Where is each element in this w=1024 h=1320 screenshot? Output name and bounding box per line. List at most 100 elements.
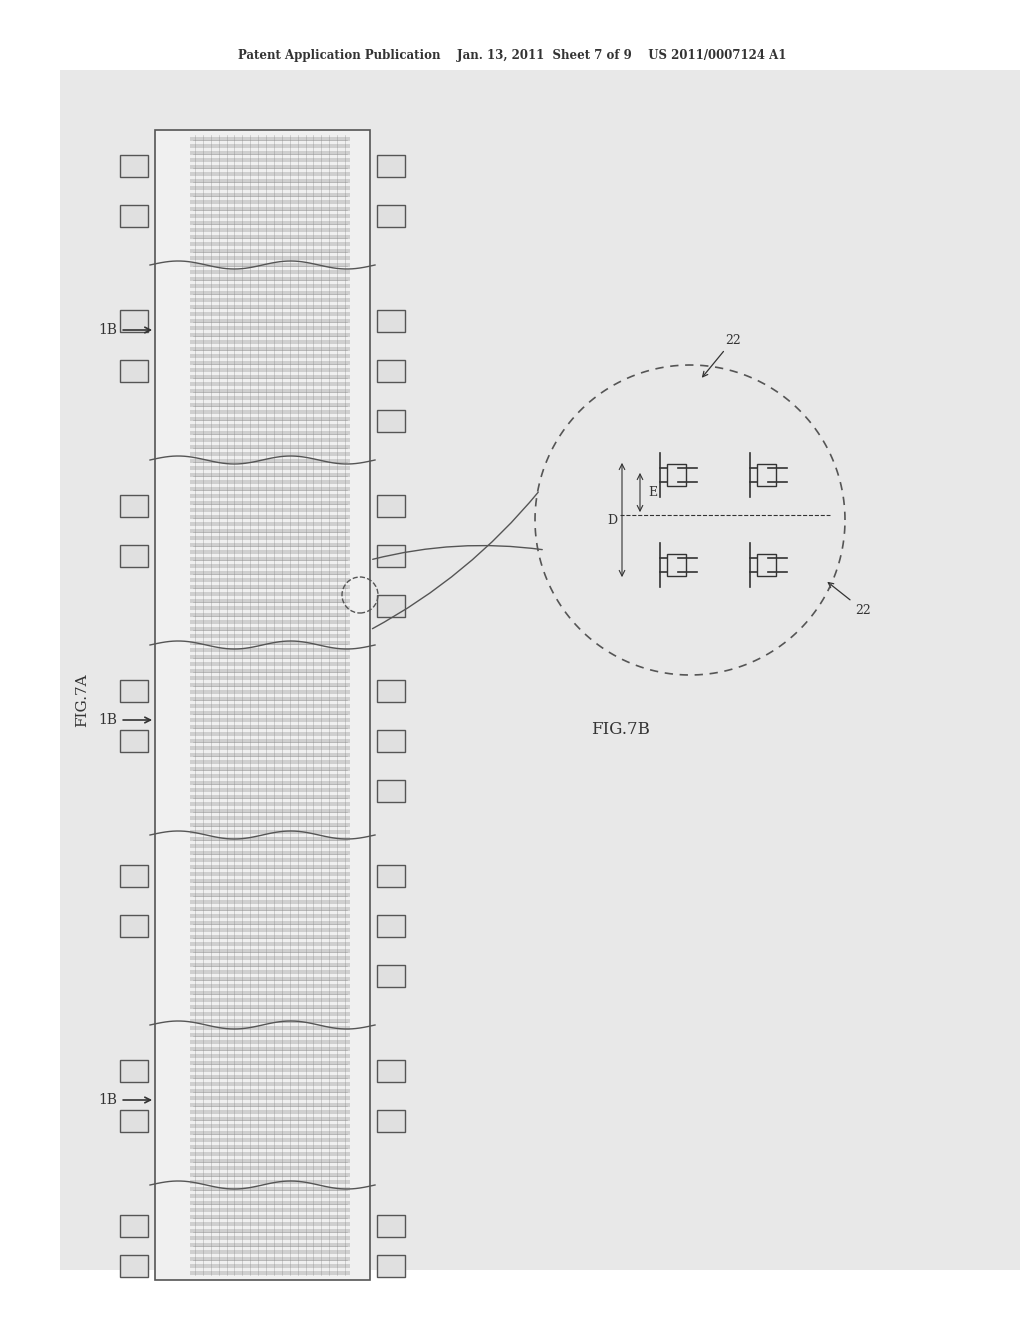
Bar	[190, 242, 350, 246]
Bar	[190, 1250, 350, 1254]
Bar	[190, 543, 350, 546]
Bar	[190, 704, 350, 708]
Bar	[190, 1187, 350, 1191]
Bar	[190, 1026, 350, 1030]
Bar	[190, 676, 350, 680]
Bar	[667, 554, 686, 576]
Bar	[190, 1110, 350, 1114]
Bar	[190, 983, 350, 987]
Bar	[190, 942, 350, 946]
Bar	[190, 432, 350, 436]
Bar	[190, 690, 350, 694]
Bar	[190, 417, 350, 421]
Bar	[190, 389, 350, 393]
Bar	[190, 725, 350, 729]
Bar	[190, 1089, 350, 1093]
Bar	[377, 495, 406, 517]
Bar	[190, 201, 350, 205]
Bar	[190, 606, 350, 610]
Bar	[120, 730, 148, 752]
Bar	[120, 1110, 148, 1133]
Bar	[190, 220, 350, 224]
Text: FIG.7B: FIG.7B	[591, 722, 649, 738]
Bar	[120, 310, 148, 333]
Bar	[377, 595, 406, 616]
Bar	[190, 1265, 350, 1269]
Bar	[377, 1110, 406, 1133]
Bar	[190, 1152, 350, 1156]
Bar	[190, 928, 350, 932]
Bar	[120, 154, 148, 177]
Bar	[190, 648, 350, 652]
Bar	[190, 572, 350, 576]
Bar	[190, 319, 350, 323]
Bar	[120, 360, 148, 381]
Bar	[120, 545, 148, 568]
Bar	[190, 298, 350, 302]
Bar	[190, 341, 350, 345]
Text: 1B: 1B	[98, 713, 151, 727]
Bar	[757, 554, 776, 576]
Bar	[190, 816, 350, 820]
Bar	[190, 557, 350, 561]
Text: E: E	[648, 487, 657, 499]
Bar	[190, 599, 350, 603]
Bar	[120, 495, 148, 517]
Bar	[190, 263, 350, 267]
Bar	[190, 186, 350, 190]
Bar	[190, 290, 350, 294]
Bar	[190, 1068, 350, 1072]
Bar	[190, 480, 350, 484]
Bar	[190, 733, 350, 737]
Bar	[190, 697, 350, 701]
Bar	[377, 865, 406, 887]
Bar	[190, 459, 350, 463]
Bar	[190, 739, 350, 743]
Bar	[377, 1255, 406, 1276]
Bar	[190, 502, 350, 506]
Bar	[190, 564, 350, 568]
Bar	[190, 494, 350, 498]
Bar	[190, 795, 350, 799]
Bar	[190, 1208, 350, 1212]
Bar	[190, 256, 350, 260]
Bar	[377, 545, 406, 568]
Bar	[120, 1214, 148, 1237]
Bar	[190, 822, 350, 828]
Text: 1B: 1B	[98, 1093, 151, 1107]
Bar	[190, 1180, 350, 1184]
Bar	[377, 360, 406, 381]
Bar	[190, 396, 350, 400]
Bar	[190, 180, 350, 183]
Bar	[190, 375, 350, 379]
Bar	[190, 1061, 350, 1065]
Bar	[190, 312, 350, 315]
Text: FIG.7A: FIG.7A	[75, 673, 89, 727]
Bar	[190, 144, 350, 148]
Bar	[190, 1034, 350, 1038]
Bar	[377, 205, 406, 227]
Bar	[190, 612, 350, 616]
Bar	[190, 781, 350, 785]
Bar	[190, 445, 350, 449]
Bar	[190, 381, 350, 385]
Bar	[190, 214, 350, 218]
Bar	[190, 207, 350, 211]
Bar	[190, 900, 350, 904]
Bar	[190, 809, 350, 813]
Bar	[190, 718, 350, 722]
Bar	[190, 894, 350, 898]
Bar	[120, 205, 148, 227]
Bar	[190, 837, 350, 841]
Bar	[190, 711, 350, 715]
Bar	[190, 1236, 350, 1239]
Bar	[190, 1125, 350, 1129]
Bar	[190, 585, 350, 589]
Bar	[190, 879, 350, 883]
Bar	[190, 642, 350, 645]
Bar	[190, 1243, 350, 1247]
Bar	[377, 411, 406, 432]
Bar	[190, 669, 350, 673]
Bar	[190, 137, 350, 141]
Text: 22: 22	[828, 582, 870, 616]
